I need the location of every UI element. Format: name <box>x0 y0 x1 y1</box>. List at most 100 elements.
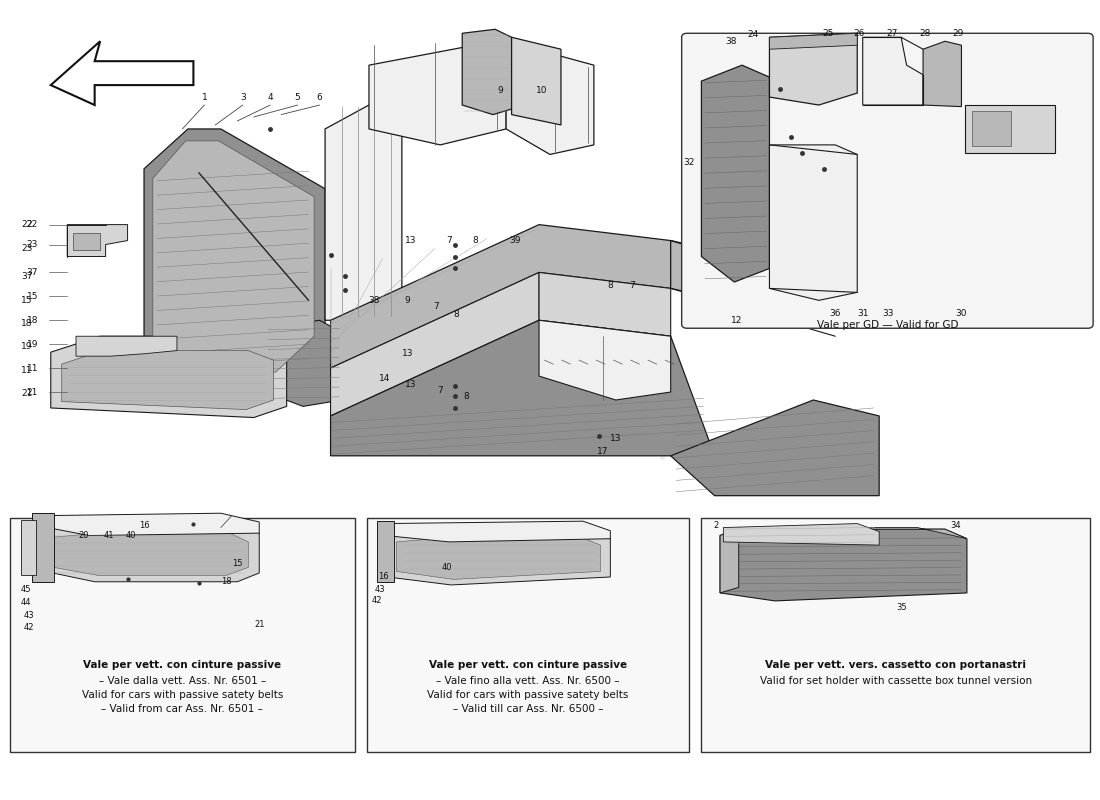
Polygon shape <box>385 521 611 542</box>
Text: 19: 19 <box>26 340 39 349</box>
Text: Valid for cars with passive satety belts: Valid for cars with passive satety belts <box>428 690 629 700</box>
Text: 41: 41 <box>103 531 114 540</box>
Text: 13: 13 <box>610 434 621 442</box>
Text: 44: 44 <box>20 598 31 607</box>
Text: 42: 42 <box>23 622 34 632</box>
Text: 40: 40 <box>125 531 136 540</box>
Text: Vale per GD — Valid for GD: Vale per GD — Valid for GD <box>817 320 959 330</box>
Text: Vale per vett. vers. cassetto con portanastri: Vale per vett. vers. cassetto con portan… <box>766 660 1026 670</box>
Text: 22: 22 <box>26 220 37 229</box>
Text: 15: 15 <box>26 292 39 301</box>
Polygon shape <box>702 65 769 282</box>
Text: 43: 43 <box>375 586 385 594</box>
Text: 2: 2 <box>713 521 718 530</box>
Polygon shape <box>265 320 341 406</box>
Text: 23: 23 <box>26 240 39 249</box>
Text: 4: 4 <box>267 93 273 102</box>
Polygon shape <box>506 42 594 154</box>
Text: 13: 13 <box>405 236 417 245</box>
Polygon shape <box>32 514 54 582</box>
Polygon shape <box>76 336 177 356</box>
Polygon shape <box>923 42 961 106</box>
Polygon shape <box>45 523 260 582</box>
Text: 42: 42 <box>372 596 382 606</box>
Text: – Vale fino alla vett. Ass. Nr. 6500 –: – Vale fino alla vett. Ass. Nr. 6500 – <box>437 676 619 686</box>
Text: 21: 21 <box>21 389 32 398</box>
Polygon shape <box>965 105 1055 153</box>
Text: 14: 14 <box>378 374 390 383</box>
Polygon shape <box>972 111 1011 146</box>
Text: – Valid from car Ass. Nr. 6501 –: – Valid from car Ass. Nr. 6501 – <box>101 704 263 714</box>
Polygon shape <box>73 233 100 250</box>
Text: 15: 15 <box>21 296 32 305</box>
Text: Valid for cars with passive satety belts: Valid for cars with passive satety belts <box>81 690 283 700</box>
Text: 28: 28 <box>920 29 931 38</box>
Text: 12: 12 <box>730 316 743 325</box>
Polygon shape <box>769 34 857 105</box>
Text: 6: 6 <box>317 93 322 102</box>
Text: 16: 16 <box>139 521 150 530</box>
Polygon shape <box>862 38 923 105</box>
Text: 20: 20 <box>78 531 89 540</box>
Text: 9: 9 <box>405 296 410 305</box>
Text: 35: 35 <box>895 602 906 612</box>
Polygon shape <box>47 514 260 535</box>
Text: 22: 22 <box>21 220 32 229</box>
Polygon shape <box>51 336 287 418</box>
Text: 17: 17 <box>597 447 608 456</box>
Text: 38: 38 <box>368 296 381 305</box>
Text: 38: 38 <box>725 37 737 46</box>
Text: 7: 7 <box>629 282 635 290</box>
Polygon shape <box>326 105 402 320</box>
Text: 23: 23 <box>21 244 32 253</box>
Text: 34: 34 <box>950 521 961 530</box>
Polygon shape <box>45 518 260 533</box>
Text: 11: 11 <box>26 364 39 373</box>
Polygon shape <box>769 145 857 300</box>
Text: 5: 5 <box>295 93 300 102</box>
FancyBboxPatch shape <box>10 518 354 752</box>
Text: 10: 10 <box>536 86 547 95</box>
Text: 15: 15 <box>232 559 242 568</box>
Text: 18: 18 <box>221 578 232 586</box>
Text: 21: 21 <box>254 620 264 630</box>
Polygon shape <box>387 529 610 585</box>
Text: 19: 19 <box>21 342 32 351</box>
Polygon shape <box>62 350 274 410</box>
Text: 21: 21 <box>26 387 39 397</box>
Text: 8: 8 <box>473 236 478 245</box>
Polygon shape <box>720 527 739 593</box>
Text: 11: 11 <box>21 366 32 375</box>
Polygon shape <box>153 141 315 372</box>
Polygon shape <box>512 38 561 125</box>
Text: Vale per vett. con cinture passive: Vale per vett. con cinture passive <box>84 660 282 670</box>
Text: 33: 33 <box>882 310 893 318</box>
Text: 18: 18 <box>26 316 39 325</box>
Polygon shape <box>396 537 601 579</box>
Text: 9: 9 <box>497 86 504 95</box>
Polygon shape <box>724 523 879 545</box>
Text: eurospares: eurospares <box>274 324 431 348</box>
Polygon shape <box>331 225 671 368</box>
Text: 7: 7 <box>447 236 452 245</box>
Polygon shape <box>144 129 326 384</box>
Polygon shape <box>387 526 610 538</box>
Polygon shape <box>671 241 813 320</box>
Text: 8: 8 <box>464 391 470 401</box>
Text: 16: 16 <box>378 573 388 582</box>
Text: 32: 32 <box>684 158 695 167</box>
FancyBboxPatch shape <box>682 34 1093 328</box>
Text: 18: 18 <box>21 319 32 328</box>
Text: 24: 24 <box>747 30 759 39</box>
Polygon shape <box>376 521 394 582</box>
Polygon shape <box>51 42 194 105</box>
Polygon shape <box>462 30 512 114</box>
Text: 3: 3 <box>240 93 245 102</box>
Text: 29: 29 <box>953 29 964 38</box>
Polygon shape <box>368 42 506 145</box>
Text: 8: 8 <box>607 282 613 290</box>
Text: Valid for set holder with cassette box tunnel version: Valid for set holder with cassette box t… <box>760 676 1032 686</box>
Text: 36: 36 <box>829 310 842 318</box>
Text: 25: 25 <box>822 29 834 38</box>
Polygon shape <box>331 273 539 416</box>
